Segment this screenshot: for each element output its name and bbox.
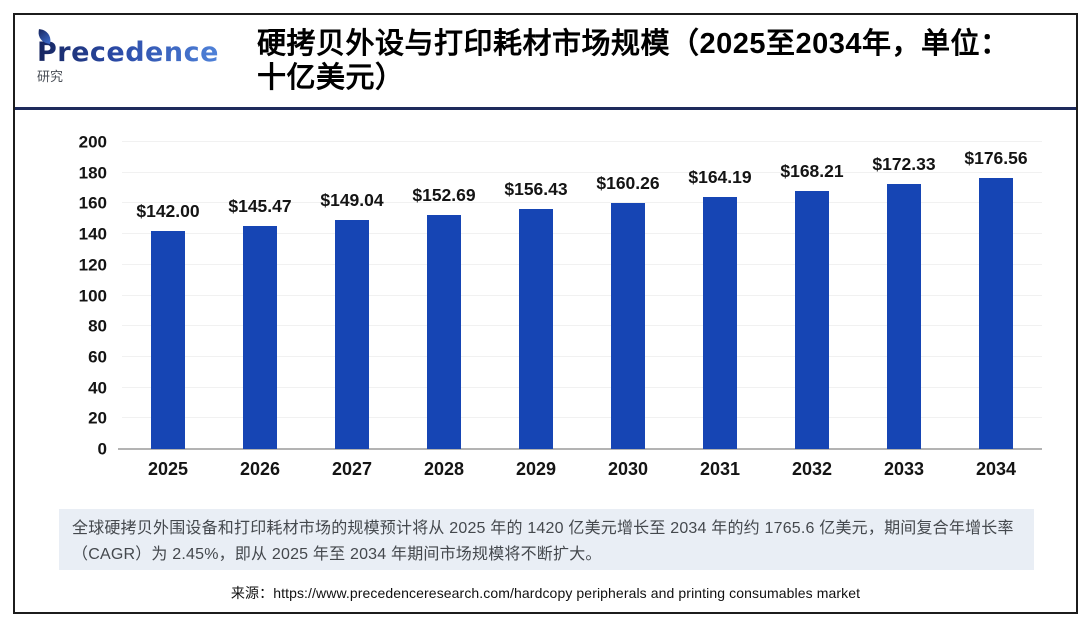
bar <box>427 214 461 449</box>
x-axis-baseline <box>118 448 1042 450</box>
bar-column: $168.21 <box>766 142 858 449</box>
bars: $142.00 $145.47 $149.04 $152.69 $156.43 $160.… <box>122 142 1042 449</box>
y-tick-label: 20 <box>88 408 107 428</box>
y-axis-labels: 0 20 40 60 80 100 120 140 160 180 200 <box>15 134 107 458</box>
x-tick-label: 2025 <box>147 459 189 479</box>
x-tick-label: 2030 <box>607 459 649 479</box>
bar <box>519 208 553 449</box>
x-tick-label: 2034 <box>975 459 1017 479</box>
x-tick-label: 2032 <box>791 459 833 479</box>
bar <box>795 190 829 449</box>
bar-value-label: $168.21 <box>780 160 844 181</box>
bar-value-label: $152.69 <box>412 184 476 205</box>
bar-value-label: $164.19 <box>688 166 752 187</box>
chart-title: 硬拷贝外设与打印耗材市场规模（2025至2034年，单位：十亿美元） <box>257 28 1010 95</box>
bar-value-label: $142.00 <box>136 201 200 222</box>
bar-value-label: $160.26 <box>596 173 660 194</box>
gridline <box>122 386 1042 388</box>
bar-column: $176.56 <box>950 142 1042 449</box>
source-line: 来源：https://www.precedenceresearch.com/ha… <box>230 585 861 601</box>
bar-value-label: $149.04 <box>320 190 384 211</box>
bar <box>151 231 185 449</box>
gridline <box>122 417 1042 419</box>
y-tick-label: 60 <box>88 347 107 367</box>
gridline <box>122 202 1042 204</box>
y-tick-label: 180 <box>78 163 107 183</box>
gridline <box>122 171 1042 173</box>
bar-column: $160.26 <box>582 142 674 449</box>
bar-column: $149.04 <box>306 142 398 449</box>
bar <box>611 203 645 449</box>
summary-caption: 全球硬拷贝外围设备和打印耗材市场的规模预计将从 2025 年的 1420 亿美元… <box>59 509 1034 570</box>
y-tick-label: 140 <box>78 224 107 244</box>
x-tick-label: 2029 <box>515 459 557 479</box>
y-tick-label: 80 <box>88 316 107 336</box>
bar-column: $164.19 <box>674 142 766 449</box>
y-tick-label: 100 <box>78 286 107 305</box>
bar <box>243 225 277 449</box>
gridline <box>122 355 1042 357</box>
bar-column: $152.69 <box>398 142 490 449</box>
gridline <box>122 294 1042 296</box>
bar <box>887 184 921 449</box>
bar <box>979 177 1013 449</box>
brand-subtitle: 研究 <box>37 69 64 84</box>
bar-column: $145.47 <box>214 142 306 449</box>
brand-logo: Precedence 研究 <box>37 29 219 84</box>
y-tick-label: 40 <box>88 378 107 398</box>
gridline <box>122 233 1042 235</box>
bar-column: $156.43 <box>490 142 582 449</box>
plot-area: $142.00 $145.47 $149.04 $152.69 $156.43 $160.… <box>118 141 1042 450</box>
bar-value-label: $172.33 <box>872 154 936 175</box>
bar-value-label: $145.47 <box>228 195 292 216</box>
header-divider <box>15 107 1076 110</box>
x-tick-label: 2031 <box>699 459 741 479</box>
y-tick-label: 160 <box>78 193 107 213</box>
gridline <box>122 263 1042 265</box>
bar-value-label: $156.43 <box>504 178 568 199</box>
x-tick-label: 2027 <box>331 459 373 479</box>
infographic-frame: Precedence 研究 硬拷贝外设与打印耗材市场规模（2025至2034年，… <box>13 13 1078 614</box>
gridline <box>122 325 1042 327</box>
brand-name: Precedence <box>37 29 219 66</box>
y-tick-label: 200 <box>78 132 107 152</box>
x-tick-label: 2033 <box>883 459 925 479</box>
gridline <box>122 141 1042 142</box>
x-tick-label: 2028 <box>423 459 465 479</box>
bar-column: $172.33 <box>858 142 950 449</box>
bar-value-label: $176.56 <box>964 147 1028 168</box>
y-tick-label: 0 <box>97 439 107 459</box>
x-tick-label: 2026 <box>239 459 281 479</box>
bar <box>335 220 369 449</box>
x-axis-labels: 2025 2026 2027 2028 2029 2030 2031 2032 2033 2034 <box>122 459 1042 480</box>
bar-column: $142.00 <box>122 142 214 449</box>
bar <box>703 196 737 449</box>
y-tick-label: 120 <box>78 255 107 275</box>
